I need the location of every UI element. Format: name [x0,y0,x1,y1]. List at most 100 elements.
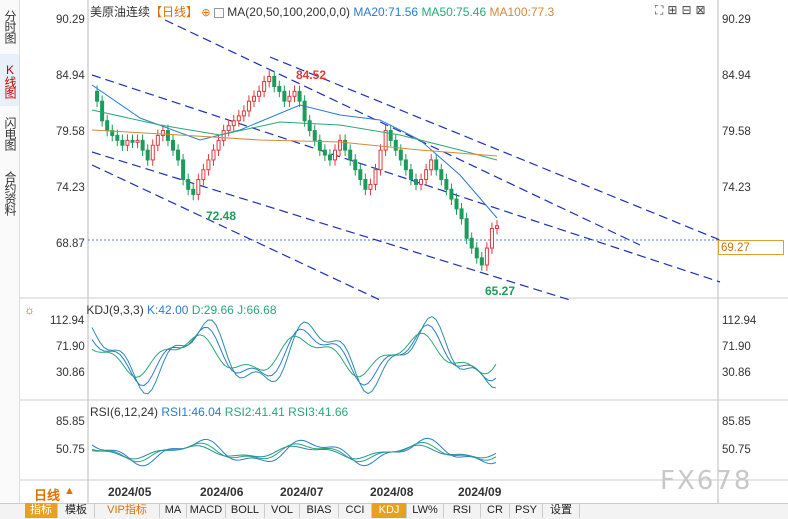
candle-body [495,225,499,229]
candle-body [211,149,216,161]
left-tab-bar: 分时图 K线图 闪电图 合约资料 [0,0,20,503]
tab-lw[interactable]: LW% [407,503,444,518]
price-tick-left: 74.23 [56,182,85,194]
tab-boll[interactable]: BOLL [226,503,265,518]
candle-body [155,134,160,146]
add-indicator-icon[interactable]: ⊕ [201,7,211,19]
kdj-header: ☼ KDJ(9,3,3) K:42.00 D:29.66 J:66.68 [24,303,277,317]
candle-body [115,134,120,141]
ma20-value: MA20:71.56 [353,5,419,19]
settings-icon[interactable] [213,7,224,18]
candle-body [181,159,186,181]
tab-settings[interactable]: 设置 [543,503,580,518]
candle-body [408,169,413,181]
chart-canvas[interactable] [0,0,788,503]
tab-kline[interactable]: K线图 [0,54,19,106]
tab-bias[interactable]: BIAS [300,503,339,518]
tab-kdj[interactable]: KDJ [372,503,407,518]
candle-body [267,76,272,83]
caret-up-icon: ▲ [64,485,75,497]
candle-body [424,169,429,181]
candle-body [474,247,479,259]
candle-body [120,139,125,146]
candle-body [110,130,115,136]
candle-body [252,95,256,102]
tab-rsi[interactable]: RSI [444,503,481,518]
candle-body [484,247,489,266]
candle-body [241,110,246,117]
ma50-value: MA50:75.46 [421,5,487,19]
kdj-tick-right: 30.86 [722,367,751,379]
candle-body [322,149,327,156]
tab-psy[interactable]: PSY [510,503,543,518]
candle-body [236,115,241,122]
period-button-label: 日线 [34,488,61,503]
candle-body [469,237,474,249]
tab-flash-chart[interactable]: 闪电图 [3,116,17,150]
candle-body [186,179,191,190]
candle-body [383,130,388,151]
candle-body [95,90,100,102]
candle-body [393,139,398,151]
tab-macd[interactable]: MACD [187,503,226,518]
ma100-line [91,129,498,157]
kdj-k-line [91,324,497,386]
candle-body [297,90,302,102]
rsi-tick-right: 85.85 [722,416,751,428]
rsi3-line [91,444,497,460]
price-tick-right: 84.94 [722,70,751,82]
kdj-tick-right: 112.94 [722,315,757,327]
kdj-d: D:29.66 [191,303,234,317]
rsi-tick-right: 50.75 [722,444,751,456]
candle-body [100,100,105,122]
ma-params: MA(20,50,100,200,0,0) [227,5,351,19]
price-tick-right: 79.58 [722,126,751,138]
candle-body [125,139,130,146]
date-tick: 2024/06 [200,485,244,499]
candle-body [348,149,353,161]
price-tick-left: 90.29 [56,14,85,26]
tab-ma[interactable]: MA [160,503,187,518]
candle-body [419,179,424,185]
zoom-out-icon[interactable]: ⊟ [681,3,696,17]
kdj-j-line [91,315,497,395]
kdj-tick-left: 30.86 [56,367,85,379]
candle-body [246,100,251,112]
rsi1-line [91,437,497,467]
close-icon[interactable]: ⊠ [695,3,710,17]
gear-icon[interactable]: ☼ [24,303,35,317]
ma20-line [91,84,498,219]
candle-body [317,139,322,151]
candle-body [378,149,383,171]
tab-contract-info[interactable]: 合约资料 [3,171,17,215]
candle-body [135,139,140,143]
candle-body [363,179,368,190]
date-tick: 2024/07 [280,485,324,499]
rsi-params: RSI(6,12,24) [90,405,159,419]
candle-body [277,85,282,92]
zoom-in-icon[interactable]: ⊞ [667,3,682,17]
tab-time-sharing[interactable]: 分时图 [3,9,17,43]
candle-body [206,159,211,171]
trend-channel-line [91,74,721,283]
kdj-j: J:66.68 [237,303,277,317]
price-tick-left: 84.94 [56,70,85,82]
tab-cr[interactable]: CR [481,503,510,518]
tab-vol[interactable]: VOL [265,503,300,518]
candle-body [429,159,434,171]
candle-body [454,198,459,210]
expand-icon[interactable]: ⛶ [655,3,668,17]
candle-body [368,183,373,190]
tab-indicator[interactable]: 指标 [25,503,58,518]
rsi-tick-left: 50.75 [56,444,85,456]
candle-body [439,169,444,181]
candle-body [398,149,403,161]
candle-body [231,120,236,127]
tab-template[interactable]: 模板 [58,503,95,518]
tab-cci[interactable]: CCI [339,503,372,518]
period-label[interactable]: 【日线】 [150,5,199,19]
candle-body [489,227,494,249]
high-annotation: 84.52 [296,68,327,82]
period-selector[interactable]: 日线 ▲ [0,482,88,503]
tab-vip-indicator[interactable]: VIP指标 [95,503,160,518]
